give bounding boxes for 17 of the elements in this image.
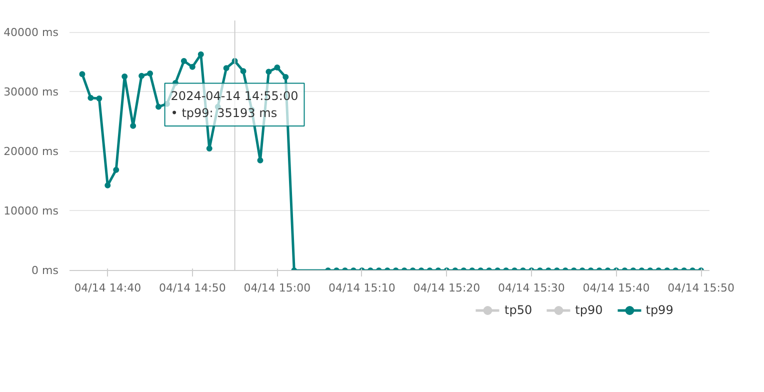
x-tick-label: 04/14 15:10	[328, 282, 396, 294]
y-tick-label: 20000 ms	[4, 144, 59, 158]
x-tick-label: 04/14 14:40	[74, 282, 142, 294]
annotation: 2024-04-14 14:55:00 • tp99: 35193 ms	[170, 89, 298, 120]
x-tick-label: 04/14 15:30	[498, 282, 565, 294]
x-tick-label: 04/14 15:50	[668, 282, 734, 294]
y-tick-label: 10000 ms	[4, 204, 59, 218]
y-tick-label: 30000 ms	[4, 85, 59, 98]
x-tick-label: 04/14 15:40	[582, 282, 650, 294]
y-tick-label: 0 ms	[32, 264, 59, 277]
x-tick-label: 04/14 15:00	[244, 282, 311, 294]
legend-label: tp50	[504, 303, 532, 317]
y-tick-label: 40000 ms	[4, 26, 59, 39]
legend-label: tp90	[575, 303, 603, 317]
x-tick-label: 04/14 14:50	[158, 282, 226, 294]
x-tick-label: 04/14 15:20	[413, 282, 480, 294]
legend-label: tp99	[646, 303, 674, 317]
